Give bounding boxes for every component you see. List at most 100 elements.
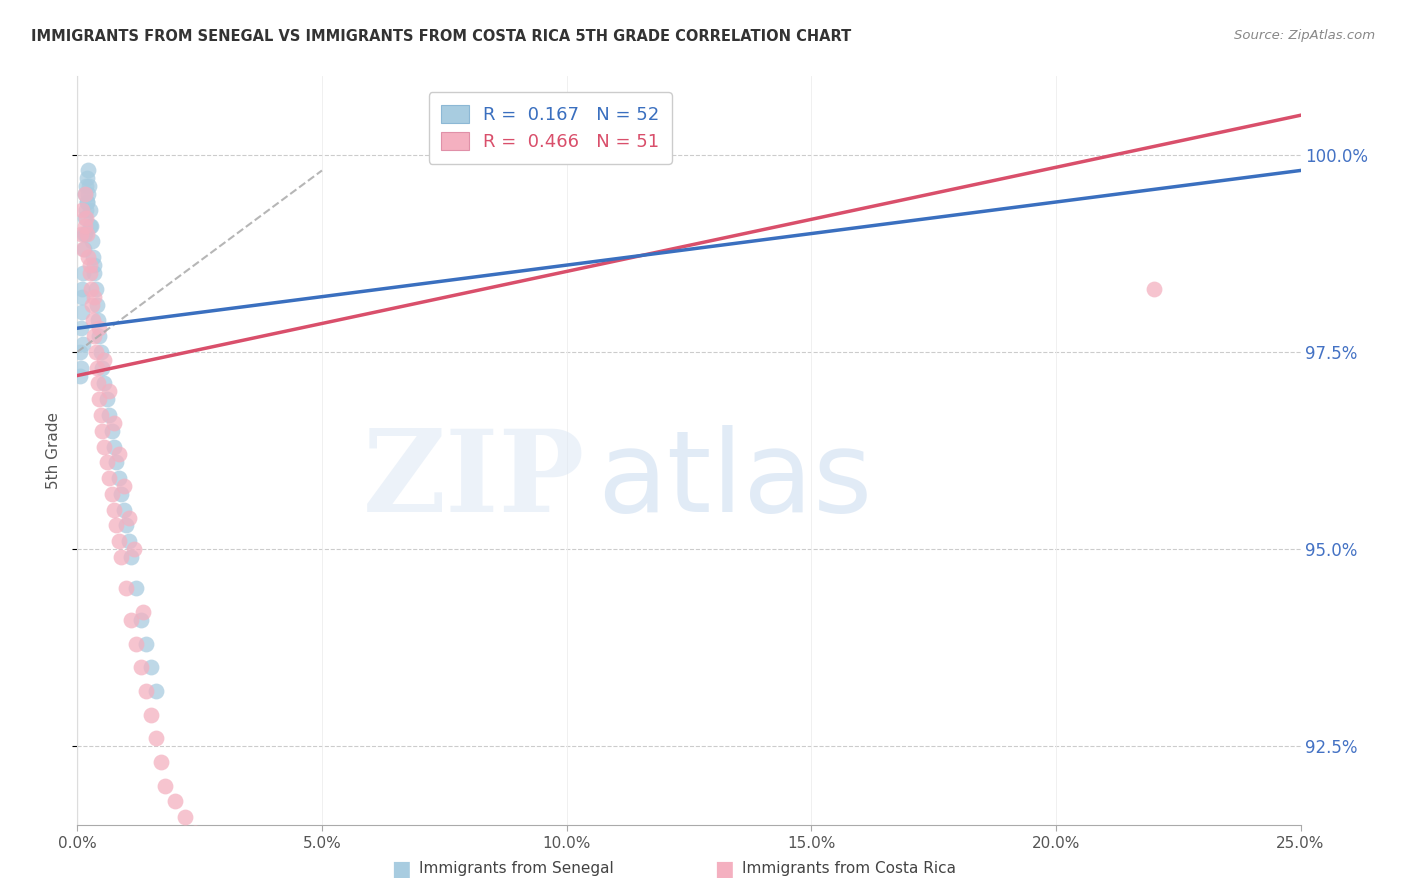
Point <box>76 227 98 241</box>
Legend: R =  0.167   N = 52, R =  0.466   N = 51: R = 0.167 N = 52, R = 0.466 N = 51 <box>429 93 672 163</box>
Point <box>77 187 100 202</box>
Point <box>76 194 98 209</box>
Point <box>73 243 96 257</box>
Point <box>75 179 97 194</box>
Point <box>129 613 152 627</box>
Point <box>112 479 135 493</box>
Point <box>122 542 145 557</box>
Point <box>90 360 112 375</box>
Point <box>184 826 207 840</box>
Point <box>89 321 111 335</box>
Point <box>72 266 94 280</box>
Point <box>98 384 121 399</box>
Point <box>108 534 131 549</box>
Point <box>100 424 122 438</box>
Point <box>83 266 105 280</box>
Point <box>84 344 107 359</box>
Y-axis label: 5th Grade: 5th Grade <box>45 412 60 489</box>
Point <box>73 227 96 241</box>
Text: ZIP: ZIP <box>363 425 585 536</box>
Point <box>84 282 107 296</box>
Point <box>79 258 101 272</box>
Point <box>83 258 105 272</box>
Point <box>139 660 162 674</box>
Point <box>98 408 121 422</box>
Text: ■: ■ <box>714 859 734 879</box>
Point <box>77 179 100 194</box>
Point <box>76 171 98 186</box>
Point <box>112 502 135 516</box>
Point <box>90 408 112 422</box>
Point <box>82 250 104 264</box>
Text: Source: ZipAtlas.com: Source: ZipAtlas.com <box>1234 29 1375 43</box>
Point <box>110 487 132 501</box>
Point <box>98 471 121 485</box>
Point <box>80 282 103 296</box>
Point <box>87 376 110 391</box>
Point <box>83 329 105 343</box>
Point <box>149 755 172 769</box>
Point <box>70 202 93 217</box>
Text: Immigrants from Senegal: Immigrants from Senegal <box>419 862 614 876</box>
Point <box>103 502 125 516</box>
Point <box>1143 282 1166 296</box>
Point <box>70 321 93 335</box>
Point <box>145 684 167 698</box>
Point <box>76 194 98 209</box>
Point <box>86 297 108 311</box>
Point <box>93 440 115 454</box>
Point <box>73 187 96 202</box>
Text: Immigrants from Costa Rica: Immigrants from Costa Rica <box>742 862 956 876</box>
Point <box>75 187 97 202</box>
Point <box>69 360 91 375</box>
Point <box>115 518 138 533</box>
Point <box>120 613 142 627</box>
Point <box>80 297 103 311</box>
Point <box>120 549 142 564</box>
Point <box>73 219 96 233</box>
Point <box>75 211 97 225</box>
Point <box>135 637 157 651</box>
Point <box>70 290 93 304</box>
Point <box>73 211 96 225</box>
Point <box>93 376 115 391</box>
Point <box>70 227 93 241</box>
Point <box>118 534 141 549</box>
Point <box>80 235 103 249</box>
Point <box>96 455 118 469</box>
Point <box>118 510 141 524</box>
Point <box>96 392 118 407</box>
Point <box>89 392 111 407</box>
Point <box>72 243 94 257</box>
Point <box>79 219 101 233</box>
Text: ■: ■ <box>391 859 411 879</box>
Point <box>69 368 91 383</box>
Point <box>93 352 115 367</box>
Point <box>135 684 157 698</box>
Point <box>72 337 94 351</box>
Point <box>145 731 167 746</box>
Point <box>76 163 98 178</box>
Point <box>105 518 128 533</box>
Point <box>108 471 131 485</box>
Point <box>82 313 104 327</box>
Point <box>73 227 96 241</box>
Text: IMMIGRANTS FROM SENEGAL VS IMMIGRANTS FROM COSTA RICA 5TH GRADE CORRELATION CHAR: IMMIGRANTS FROM SENEGAL VS IMMIGRANTS FR… <box>31 29 851 45</box>
Point <box>70 282 93 296</box>
Point <box>110 549 132 564</box>
Point <box>69 344 91 359</box>
Point <box>155 779 177 793</box>
Point <box>89 329 111 343</box>
Point <box>108 447 131 461</box>
Point <box>79 202 101 217</box>
Point <box>79 219 101 233</box>
Point <box>115 582 138 596</box>
Point <box>90 424 112 438</box>
Point <box>90 344 112 359</box>
Point <box>103 416 125 430</box>
Point <box>103 440 125 454</box>
Point <box>77 250 100 264</box>
Point <box>105 455 128 469</box>
Point <box>83 290 105 304</box>
Point <box>125 637 148 651</box>
